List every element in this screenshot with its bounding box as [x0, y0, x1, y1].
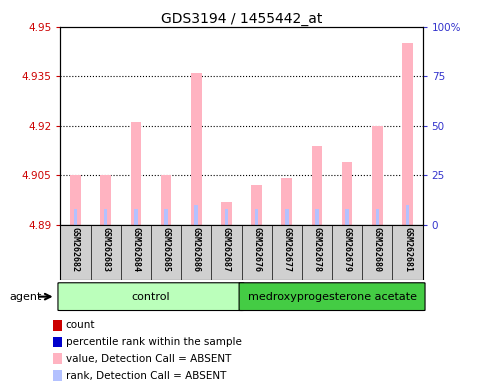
- Text: GSM262679: GSM262679: [342, 227, 352, 272]
- Text: GSM262682: GSM262682: [71, 227, 80, 272]
- Text: GSM262684: GSM262684: [131, 227, 141, 272]
- Bar: [312, 146, 322, 225]
- Text: GSM262683: GSM262683: [101, 227, 110, 272]
- Bar: [225, 209, 228, 225]
- Bar: [164, 209, 168, 225]
- Bar: [134, 209, 138, 225]
- Bar: [315, 209, 319, 225]
- Text: medroxyprogesterone acetate: medroxyprogesterone acetate: [248, 291, 416, 302]
- Bar: [104, 209, 108, 225]
- Bar: [372, 126, 383, 225]
- Text: count: count: [66, 320, 95, 330]
- Text: agent: agent: [10, 291, 42, 302]
- Text: GSM262685: GSM262685: [161, 227, 170, 272]
- Text: rank, Detection Call = ABSENT: rank, Detection Call = ABSENT: [66, 371, 226, 381]
- Bar: [282, 179, 292, 225]
- Title: GDS3194 / 1455442_at: GDS3194 / 1455442_at: [161, 12, 322, 26]
- Text: GSM262678: GSM262678: [313, 227, 322, 272]
- Bar: [130, 122, 141, 225]
- Text: GSM262681: GSM262681: [403, 227, 412, 272]
- Bar: [402, 43, 413, 225]
- Text: GSM262686: GSM262686: [192, 227, 201, 272]
- Bar: [376, 209, 379, 225]
- Text: GSM262680: GSM262680: [373, 227, 382, 272]
- Bar: [255, 209, 258, 225]
- Bar: [251, 185, 262, 225]
- Bar: [194, 205, 198, 225]
- Bar: [342, 162, 353, 225]
- Text: percentile rank within the sample: percentile rank within the sample: [66, 337, 242, 347]
- Bar: [406, 205, 410, 225]
- Bar: [221, 202, 232, 225]
- Bar: [53, 337, 62, 348]
- Text: value, Detection Call = ABSENT: value, Detection Call = ABSENT: [66, 354, 231, 364]
- Text: GSM262676: GSM262676: [252, 227, 261, 272]
- Text: control: control: [132, 291, 170, 302]
- Bar: [53, 370, 62, 381]
- Bar: [285, 209, 289, 225]
- Bar: [73, 209, 77, 225]
- Bar: [70, 175, 81, 225]
- Bar: [53, 353, 62, 364]
- Bar: [161, 175, 171, 225]
- FancyBboxPatch shape: [58, 283, 244, 311]
- Bar: [53, 320, 62, 331]
- Bar: [345, 209, 349, 225]
- Text: GSM262677: GSM262677: [282, 227, 291, 272]
- Text: GSM262687: GSM262687: [222, 227, 231, 272]
- Bar: [191, 73, 201, 225]
- Bar: [100, 175, 111, 225]
- FancyBboxPatch shape: [239, 283, 425, 311]
